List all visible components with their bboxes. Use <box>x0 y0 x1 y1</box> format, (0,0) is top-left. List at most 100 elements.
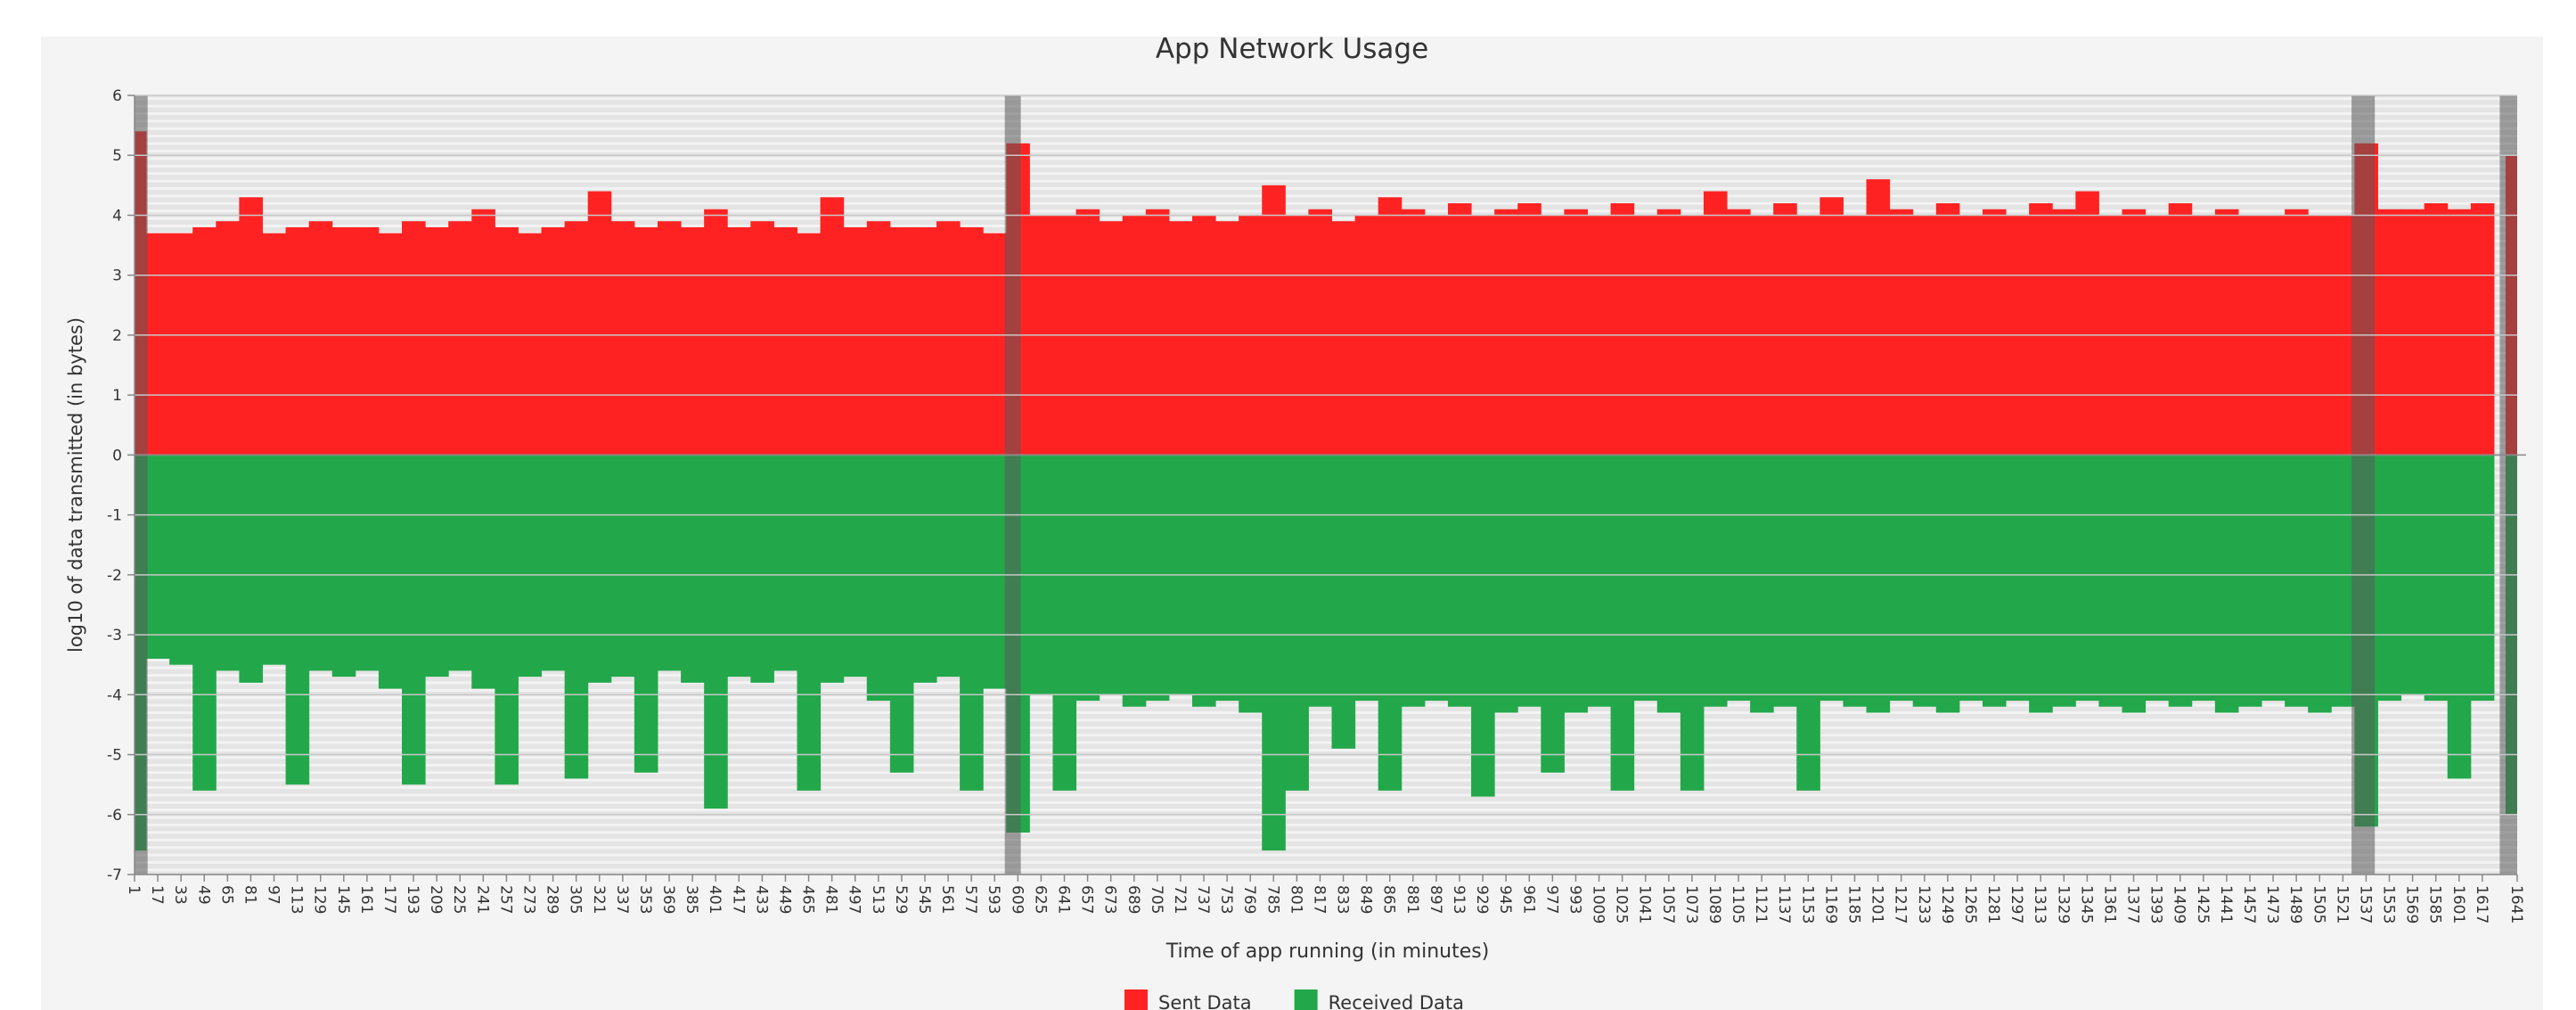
bar <box>1401 455 1426 707</box>
bar <box>1750 455 1774 713</box>
bar <box>2122 209 2147 456</box>
legend-label: Received Data <box>1329 992 1464 1010</box>
x-tick-label: 1585 <box>2426 885 2444 924</box>
x-tick-label: 801 <box>1287 885 1304 914</box>
x-tick-label: 1553 <box>2380 885 2398 924</box>
bar <box>2308 455 2332 713</box>
x-tick-label: 1641 <box>2507 885 2525 924</box>
x-tick-label: 177 <box>380 885 398 914</box>
bar <box>2285 455 2309 707</box>
y-tick-label: -6 <box>107 807 122 825</box>
bar <box>448 455 472 671</box>
bar <box>889 226 914 456</box>
bar <box>564 455 589 779</box>
x-tick-label: 433 <box>752 885 770 914</box>
x-tick-label: 1281 <box>1984 885 2002 924</box>
bar <box>378 455 403 689</box>
chart-title: App Network Usage <box>1156 33 1428 65</box>
bar <box>495 455 519 785</box>
x-tick-label: 545 <box>915 885 933 914</box>
bar <box>681 226 705 456</box>
bar <box>983 233 1007 456</box>
x-tick-label: 1 <box>125 885 143 895</box>
legend: Sent Data Received Data <box>1124 989 1464 1010</box>
x-tick-label: 641 <box>1055 885 1073 914</box>
bar <box>1191 455 1216 707</box>
bar <box>518 455 543 677</box>
bar <box>866 221 891 456</box>
x-tick-label: 529 <box>892 885 910 914</box>
bar <box>681 455 705 683</box>
bar <box>2052 209 2076 456</box>
x-tick-label: 1537 <box>2356 885 2374 924</box>
bar <box>704 455 728 809</box>
bar <box>1471 455 1495 797</box>
bar <box>820 197 845 456</box>
bar <box>983 455 1007 689</box>
bar <box>1215 221 1239 456</box>
x-tick-label: 1153 <box>1798 885 1816 924</box>
bar <box>2470 203 2495 456</box>
bar <box>727 455 751 677</box>
shaded-range <box>1004 95 1021 875</box>
bar <box>1820 455 1844 702</box>
bar <box>146 233 170 456</box>
bar <box>1656 209 1681 456</box>
bar <box>2075 191 2099 456</box>
bar <box>1866 179 1891 456</box>
bar <box>146 455 170 659</box>
bar <box>1494 455 1518 713</box>
x-tick-label: 1617 <box>2473 885 2490 924</box>
bar <box>1424 455 1449 702</box>
bar <box>2331 455 2355 707</box>
bar <box>1680 455 1705 791</box>
x-tick-label: 417 <box>729 885 747 914</box>
x-tick-label: 1121 <box>1752 885 1770 924</box>
x-tick-label: 1297 <box>2008 885 2025 924</box>
x-tick-label: 49 <box>194 885 212 905</box>
bar <box>355 455 380 671</box>
bar <box>355 226 380 456</box>
x-tick-label: 65 <box>217 885 235 905</box>
bar <box>2098 455 2123 707</box>
x-tick-label: 465 <box>799 885 817 914</box>
bar <box>1122 455 1147 707</box>
bar <box>518 233 543 456</box>
bar <box>2029 203 2053 456</box>
bar <box>750 455 774 683</box>
bar <box>1610 455 1635 791</box>
x-tick-label: 1009 <box>1590 885 1607 924</box>
bar <box>2424 455 2449 702</box>
bar <box>1541 455 1565 773</box>
y-tick-label: -3 <box>107 627 122 645</box>
bar <box>2285 209 2309 456</box>
bar <box>1447 455 1472 707</box>
x-tick-label: 481 <box>822 885 840 914</box>
bar <box>262 233 287 456</box>
bar <box>564 221 589 456</box>
bar <box>1820 197 1844 456</box>
x-tick-label: 577 <box>961 885 979 914</box>
x-tick-label: 1361 <box>2100 885 2118 924</box>
bar <box>657 221 682 456</box>
bar <box>2214 209 2239 456</box>
bar <box>1633 455 1658 702</box>
x-tick-label: 33 <box>171 885 189 905</box>
bar <box>285 455 310 785</box>
bar <box>378 233 403 456</box>
x-tick-label: 193 <box>404 885 421 914</box>
bar <box>1935 203 1960 456</box>
x-tick-label: 913 <box>1450 885 1468 914</box>
bar <box>2191 455 2216 702</box>
bar <box>1145 209 1170 456</box>
bar <box>2447 455 2472 779</box>
x-tick-label: 449 <box>775 885 793 914</box>
bar <box>285 226 310 456</box>
bar <box>1866 455 1891 713</box>
bar <box>960 226 984 456</box>
bar <box>843 455 868 677</box>
x-tick-label: 1201 <box>1869 885 1886 924</box>
bar <box>1239 455 1263 713</box>
bar <box>797 455 822 791</box>
bar <box>1447 203 1472 456</box>
